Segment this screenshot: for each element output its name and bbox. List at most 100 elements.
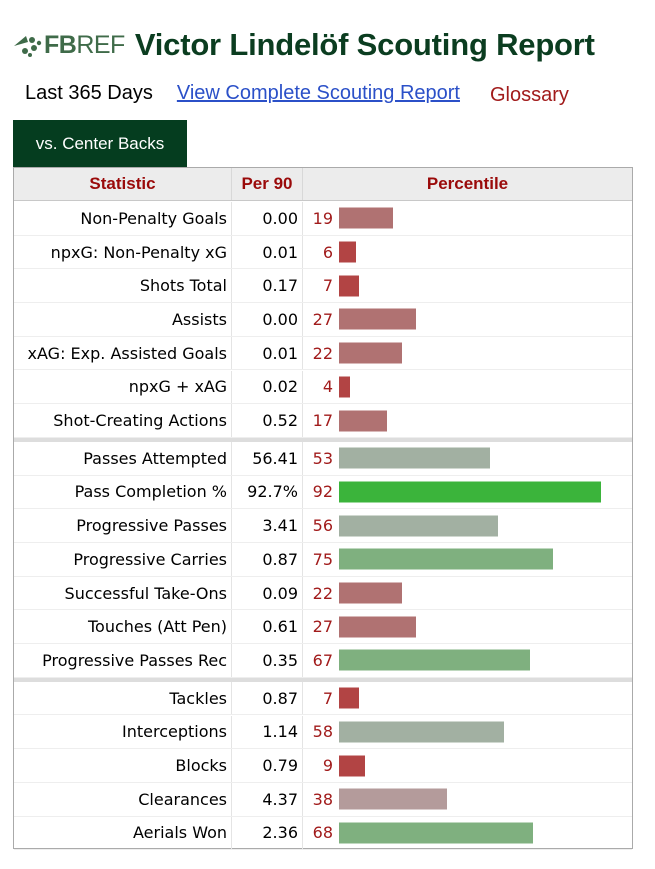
percentile-value: 67 <box>312 650 333 670</box>
per90-value: 0.79 <box>232 749 303 782</box>
percentile-bar <box>339 207 393 229</box>
percentile-cell: 22 <box>303 337 632 370</box>
percentile-cell: 22 <box>303 577 632 610</box>
percentile-cell: 27 <box>303 610 632 643</box>
percentile-bar <box>339 582 402 604</box>
stat-name: Aerials Won <box>14 816 232 850</box>
percentile-bar <box>339 376 350 398</box>
table-row: Progressive Passes 3.41 56 <box>14 509 632 543</box>
percentile-value: 17 <box>312 411 333 431</box>
time-period-label: Last 365 Days <box>25 81 153 104</box>
per90-value: 0.87 <box>232 543 303 576</box>
per90-value: 0.01 <box>232 336 303 370</box>
percentile-value: 92 <box>312 482 333 502</box>
stat-name: Successful Take-Ons <box>14 576 232 610</box>
table-row: Successful Take-Ons 0.09 22 <box>14 576 632 611</box>
percentile-bar <box>339 649 530 671</box>
percentile-value: 53 <box>312 448 333 468</box>
column-header-percentile[interactable]: Percentile <box>426 174 509 193</box>
per90-value: 1.14 <box>232 715 303 749</box>
table-row: Progressive Carries 0.87 75 <box>14 543 632 577</box>
per90-value: 0.09 <box>232 576 303 610</box>
percentile-value: 68 <box>312 823 333 843</box>
table-row: Touches (Att Pen) 0.61 27 <box>14 610 632 645</box>
percentile-bar <box>339 342 402 364</box>
table-row: Assists 0.00 27 <box>14 303 632 337</box>
stat-name: Shots Total <box>14 269 232 303</box>
percentile-value: 7 <box>322 688 333 708</box>
glossary-link[interactable]: Glossary <box>489 83 569 106</box>
percentile-cell: 7 <box>303 682 632 715</box>
per90-value: 0.01 <box>232 235 303 269</box>
table-row: Shots Total 0.17 7 <box>14 269 632 304</box>
complete-report-link[interactable]: View Complete Scouting Report <box>176 81 460 104</box>
percentile-bar <box>339 308 416 330</box>
stat-name: Passes Attempted <box>14 441 232 475</box>
column-header-statistic[interactable]: Statistic <box>14 168 232 200</box>
percentile-bar <box>339 788 447 810</box>
percentile-cell: 56 <box>303 509 632 542</box>
percentile-bar <box>339 822 533 844</box>
percentile-cell: 68 <box>303 817 632 850</box>
table-row: Passes Attempted 56.41 53 <box>14 441 632 476</box>
report-subnav: Last 365 Days View Complete Scouting Rep… <box>25 80 569 106</box>
scouting-table: Statistic Per 90 Percentile Non-Penalty … <box>13 167 633 851</box>
percentile-cell: 27 <box>303 303 632 336</box>
percentile-cell: 6 <box>303 236 632 269</box>
percentile-value: 27 <box>312 617 333 637</box>
group-divider <box>14 437 632 442</box>
percentile-value: 75 <box>312 549 333 569</box>
per90-value: 0.61 <box>232 610 303 644</box>
group-divider <box>14 677 632 682</box>
percentile-cell: 53 <box>303 442 632 475</box>
per90-value: 3.41 <box>232 509 303 542</box>
stat-name: Blocks <box>14 749 232 782</box>
table-row: Non-Penalty Goals 0.00 19 <box>14 202 632 236</box>
percentile-cell: 75 <box>303 543 632 576</box>
percentile-value: 6 <box>322 242 333 262</box>
per90-value: 0.87 <box>232 681 303 715</box>
percentile-bar <box>339 721 504 743</box>
percentile-cell: 17 <box>303 404 632 437</box>
stat-name: Tackles <box>14 681 232 715</box>
per90-value: 2.36 <box>232 816 303 850</box>
stat-name: Touches (Att Pen) <box>14 610 232 644</box>
per90-value: 0.00 <box>232 303 303 336</box>
column-header-per90[interactable]: Per 90 <box>232 168 303 200</box>
stat-name: npxG: Non-Penalty xG <box>14 235 232 269</box>
percentile-cell: 9 <box>303 749 632 782</box>
percentile-value: 22 <box>312 583 333 603</box>
stat-name: Pass Completion % <box>14 475 232 509</box>
percentile-value: 27 <box>312 309 333 329</box>
percentile-cell: 92 <box>303 476 632 509</box>
table-row: npxG: Non-Penalty xG 0.01 6 <box>14 235 632 270</box>
stat-name: Progressive Passes Rec <box>14 644 232 677</box>
table-row: npxG + xAG 0.02 4 <box>14 370 632 405</box>
table-row: Pass Completion % 92.7% 92 <box>14 475 632 510</box>
logo-text: FBREF <box>44 30 125 59</box>
table-row: Interceptions 1.14 58 <box>14 715 632 750</box>
per90-value: 0.00 <box>232 202 303 235</box>
percentile-cell: 7 <box>303 269 632 302</box>
stat-name: Clearances <box>14 782 232 816</box>
percentile-cell: 4 <box>303 371 632 404</box>
percentile-value: 56 <box>312 516 333 536</box>
percentile-bar <box>339 616 416 638</box>
percentile-bar <box>339 241 356 263</box>
percentile-bar <box>339 410 387 432</box>
stat-name: Non-Penalty Goals <box>14 202 232 235</box>
table-row: Clearances 4.37 38 <box>14 782 632 817</box>
fbref-logo[interactable]: FBREF <box>12 27 125 63</box>
percentile-value: 9 <box>322 756 333 776</box>
percentile-cell: 58 <box>303 716 632 749</box>
percentile-value: 7 <box>322 276 333 296</box>
stat-name: Progressive Carries <box>14 543 232 576</box>
percentile-cell: 67 <box>303 644 632 677</box>
page-header: FBREF Victor Lindelöf Scouting Report <box>12 24 652 66</box>
table-row: Tackles 0.87 7 <box>14 681 632 716</box>
percentile-cell: 19 <box>303 202 632 235</box>
tab-vs-center-backs[interactable]: vs. Center Backs <box>13 120 187 167</box>
percentile-bar <box>339 687 359 709</box>
table-row: Aerials Won 2.36 68 <box>14 816 632 851</box>
percentile-value: 19 <box>312 208 333 228</box>
